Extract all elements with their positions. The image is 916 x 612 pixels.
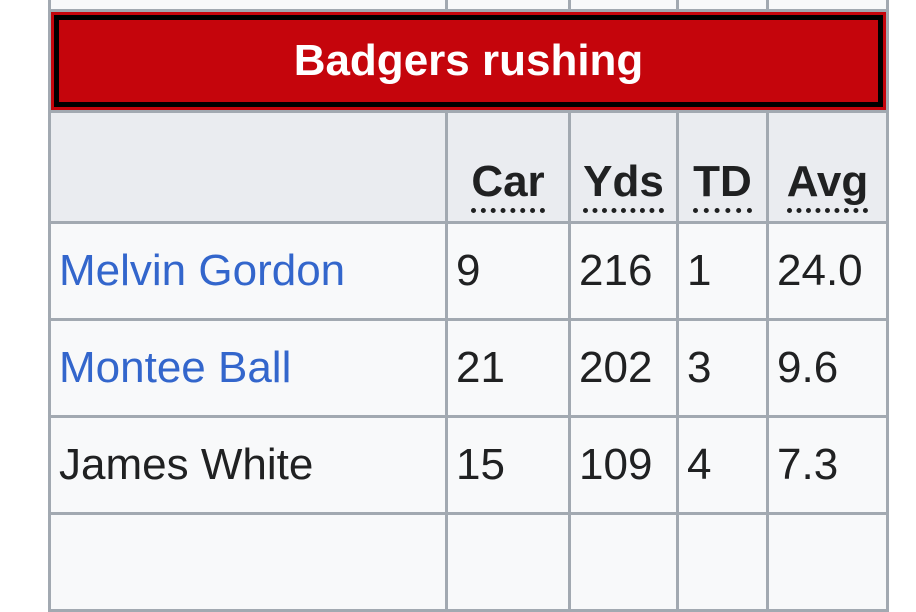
next-cell <box>445 512 571 612</box>
td-cell: 1 <box>676 221 769 321</box>
prev-cell <box>568 0 679 12</box>
player-cell: Montee Ball <box>48 318 448 418</box>
yds-cell: 202 <box>568 318 679 418</box>
header-car: Car <box>445 110 571 224</box>
player-link[interactable]: Montee Ball <box>59 343 292 392</box>
yds-cell: 216 <box>568 221 679 321</box>
car-cell: 15 <box>445 415 571 515</box>
table-row: James White 15 109 4 7.3 <box>48 415 889 515</box>
next-cell <box>48 512 448 612</box>
header-yds: Yds <box>568 110 679 224</box>
avg-cell: 9.6 <box>766 318 889 418</box>
avg-cell: 24.0 <box>766 221 889 321</box>
car-cell: 21 <box>445 318 571 418</box>
abbr-yds[interactable]: Yds <box>583 157 664 213</box>
prev-cell <box>766 0 889 12</box>
table-row: Montee Ball 21 202 3 9.6 <box>48 318 889 418</box>
table-title-cell: Badgers rushing <box>48 9 889 113</box>
prev-cell <box>48 0 448 12</box>
table-row: Melvin Gordon 9 216 1 24.0 <box>48 221 889 321</box>
title-row: Badgers rushing <box>48 9 889 113</box>
yds-cell: 109 <box>568 415 679 515</box>
prev-cell <box>445 0 571 12</box>
next-table-row <box>48 512 889 612</box>
previous-table-row <box>48 0 889 12</box>
player-cell: Melvin Gordon <box>48 221 448 321</box>
td-cell: 4 <box>676 415 769 515</box>
header-blank <box>48 110 448 224</box>
avg-cell: 7.3 <box>766 415 889 515</box>
header-avg: Avg <box>766 110 889 224</box>
header-td: TD <box>676 110 769 224</box>
next-cell <box>766 512 889 612</box>
abbr-td[interactable]: TD <box>693 157 752 213</box>
car-cell: 9 <box>445 221 571 321</box>
abbr-car[interactable]: Car <box>471 157 545 213</box>
player-link[interactable]: Melvin Gordon <box>59 246 346 295</box>
td-cell: 3 <box>676 318 769 418</box>
header-row: Car Yds TD Avg <box>48 110 889 224</box>
next-cell <box>676 512 769 612</box>
prev-cell <box>676 0 769 12</box>
badgers-rushing-table: Badgers rushing Car Yds TD Avg Melvin Go… <box>48 0 889 612</box>
table-title: Badgers rushing <box>54 15 883 107</box>
abbr-avg[interactable]: Avg <box>786 157 869 213</box>
rushing-table-container: Badgers rushing Car Yds TD Avg Melvin Go… <box>48 0 889 612</box>
player-name: James White <box>48 415 448 515</box>
next-cell <box>568 512 679 612</box>
